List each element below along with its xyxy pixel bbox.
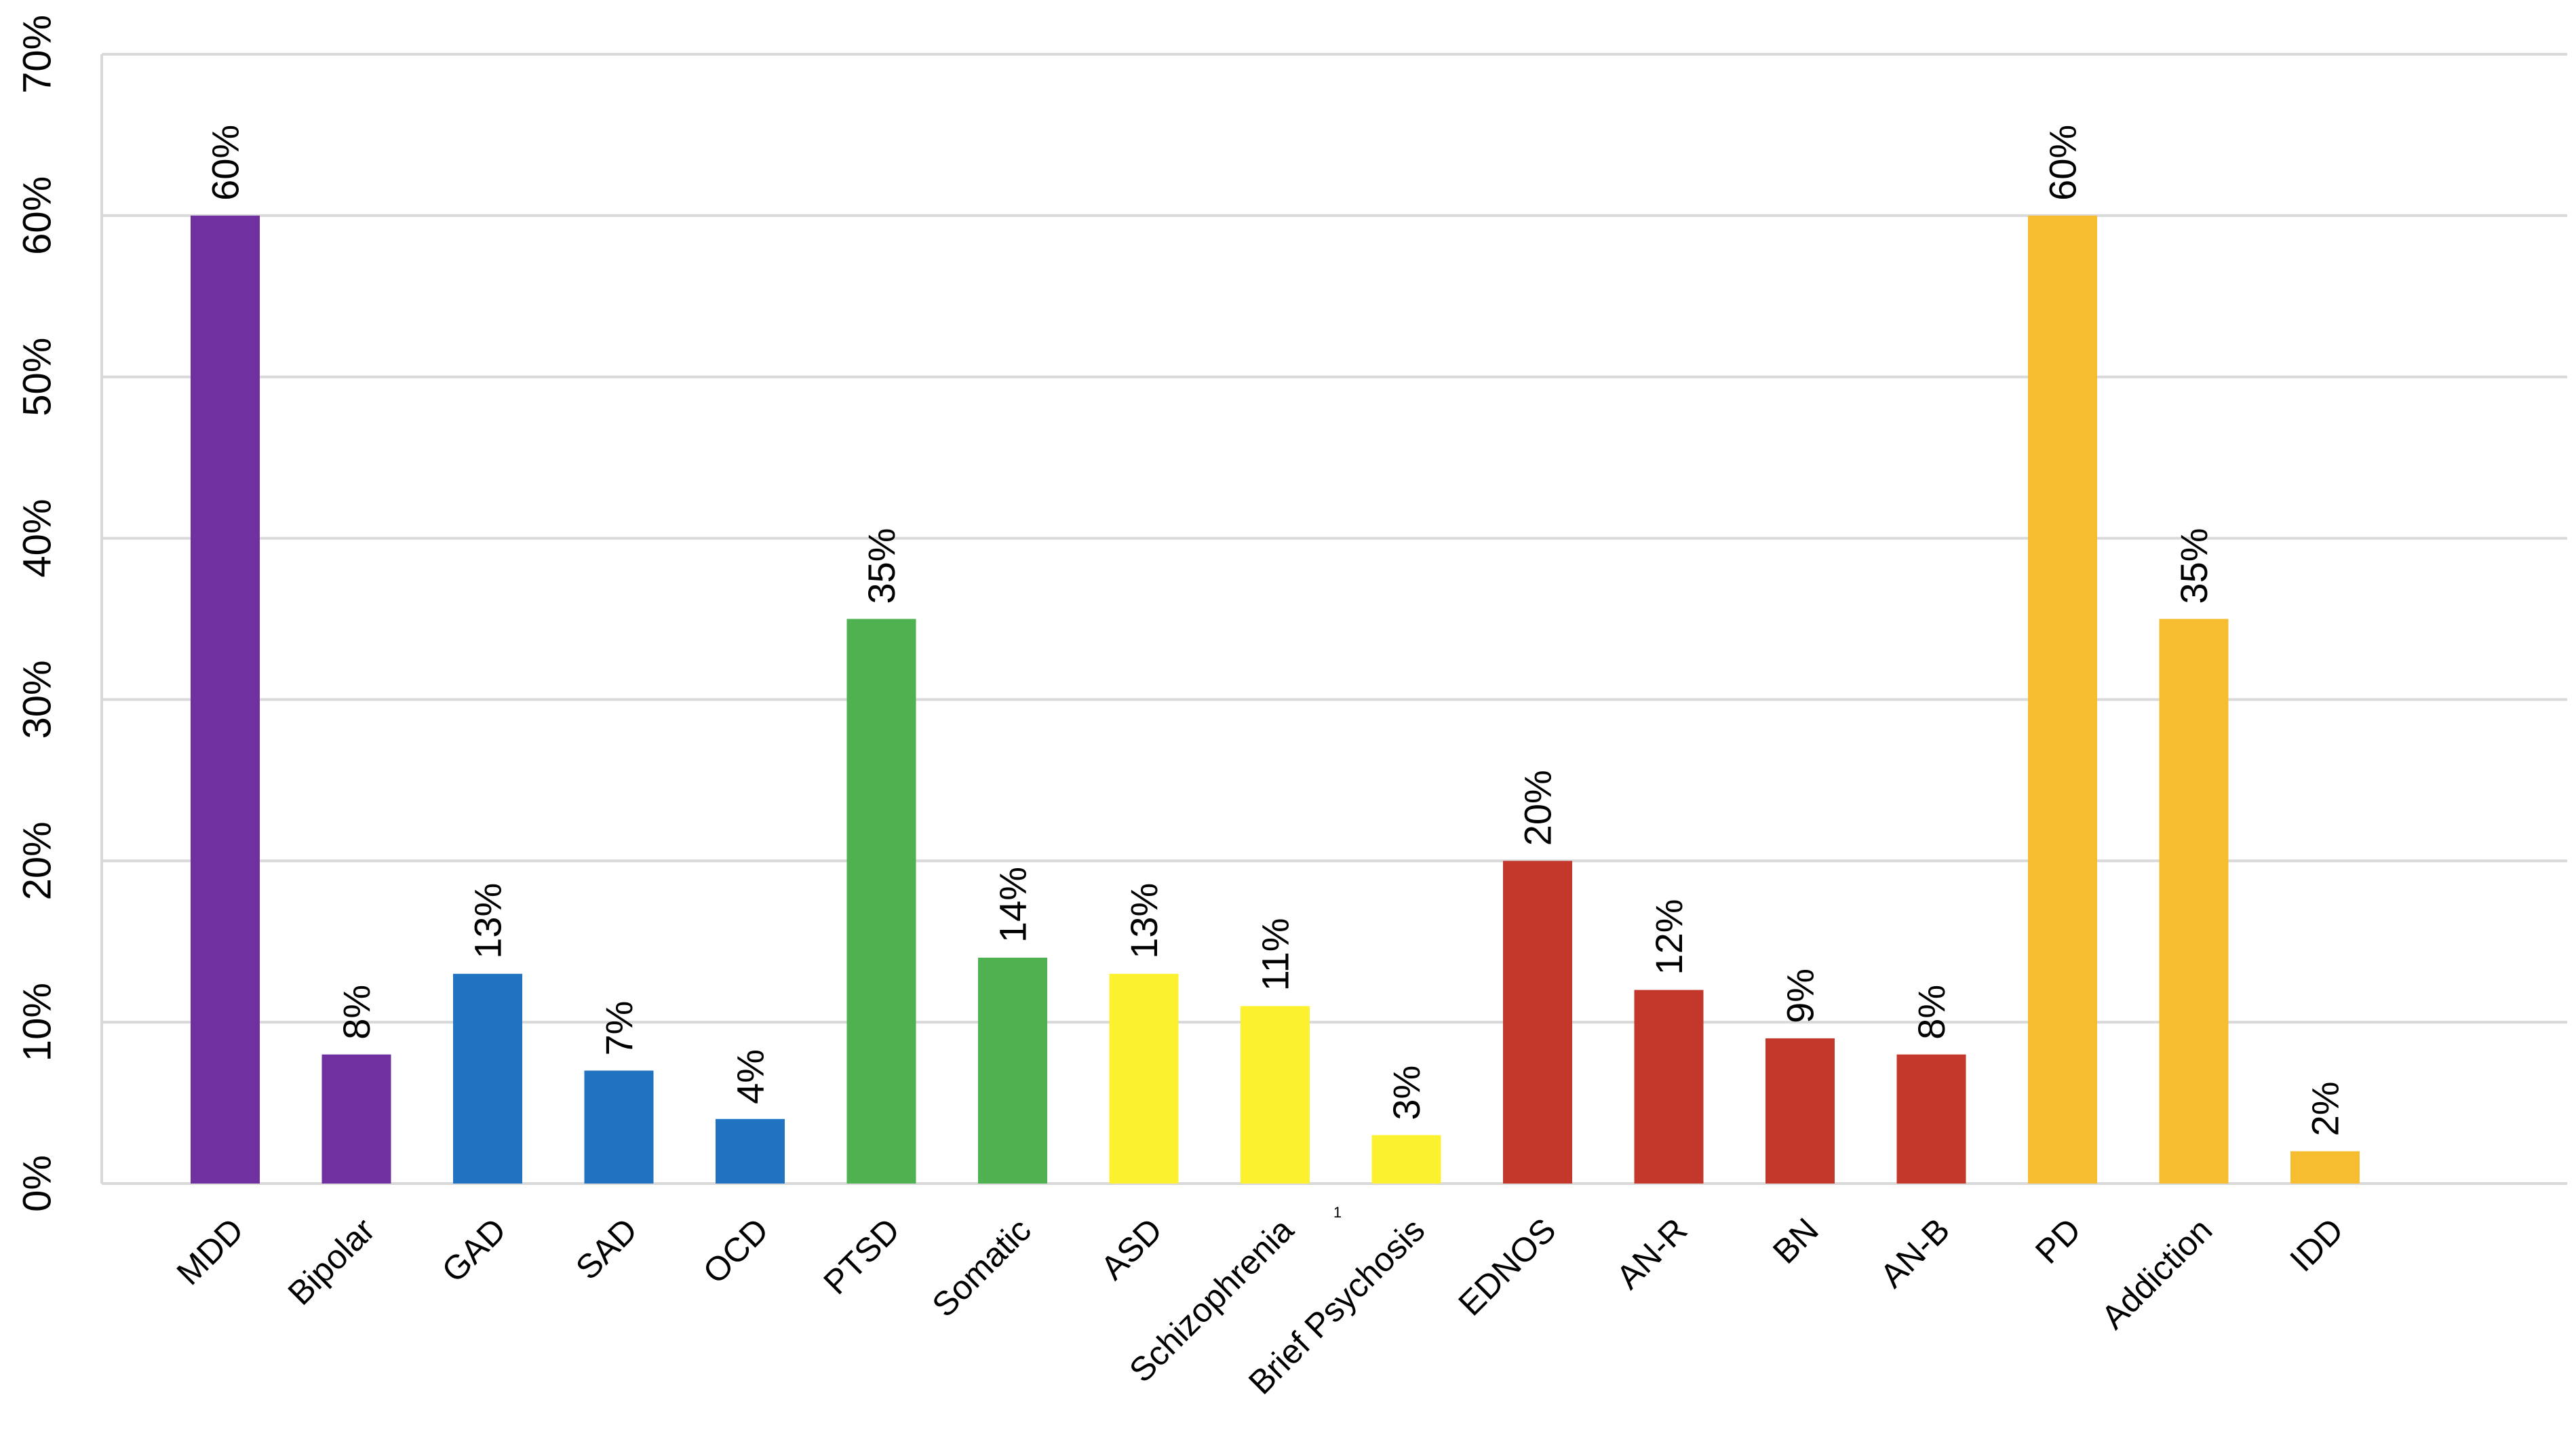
y-tick-label: 10% bbox=[16, 983, 60, 1061]
bar-bn bbox=[1765, 1038, 1835, 1184]
category-label: ASD bbox=[1093, 1211, 1169, 1287]
y-tick-label: 40% bbox=[16, 499, 60, 578]
y-tick-label: 70% bbox=[16, 15, 60, 94]
category-label: Somatic bbox=[924, 1211, 1038, 1324]
data-label: 35% bbox=[860, 528, 903, 604]
y-tick-label: 60% bbox=[16, 176, 60, 255]
category-label: BN bbox=[1765, 1211, 1826, 1271]
y-axis-ticks: 0% 10% 20% 30% 40% 50% 60% 70% bbox=[16, 15, 60, 1212]
category-label: PTSD bbox=[816, 1211, 907, 1302]
category-label: AN-R bbox=[1609, 1211, 1694, 1296]
data-label: 14% bbox=[992, 867, 1034, 943]
bar-an-b bbox=[1896, 1054, 1966, 1184]
bar-ptsd bbox=[846, 619, 916, 1184]
data-label: 8% bbox=[1910, 985, 1953, 1040]
bar-brief-psychosis bbox=[1371, 1135, 1441, 1184]
y-tick-label: 20% bbox=[16, 821, 60, 900]
data-label: 60% bbox=[204, 125, 247, 201]
category-label: GAD bbox=[435, 1211, 513, 1289]
data-label: 11% bbox=[1254, 918, 1297, 991]
category-label: SAD bbox=[568, 1211, 644, 1287]
y-tick-label: 30% bbox=[16, 660, 60, 739]
bars bbox=[191, 215, 2360, 1184]
y-tick-label: 0% bbox=[16, 1155, 60, 1212]
category-label: MDD bbox=[170, 1211, 251, 1292]
bar-somatic bbox=[978, 958, 1047, 1184]
data-label: 60% bbox=[2042, 125, 2084, 201]
category-labels: MDD Bipolar GAD SAD OCD PTSD Somatic ASDSchizop… bbox=[170, 1211, 2351, 1401]
bar-asd bbox=[1109, 973, 1179, 1184]
bar-ocd bbox=[716, 1118, 785, 1184]
data-label: 20% bbox=[1517, 770, 1559, 846]
category-label: Addiction bbox=[2094, 1211, 2219, 1336]
bar-mdd bbox=[191, 215, 260, 1184]
data-label: 8% bbox=[335, 985, 378, 1040]
category-label: AN-B bbox=[1873, 1211, 1957, 1295]
data-label: 13% bbox=[1123, 883, 1165, 959]
data-label: 13% bbox=[467, 883, 509, 959]
category-label: Bipolar bbox=[281, 1211, 383, 1312]
y-tick-label: 50% bbox=[16, 338, 60, 416]
category-label: PD bbox=[2028, 1211, 2088, 1271]
bar-idd bbox=[2290, 1151, 2360, 1184]
gridlines bbox=[100, 53, 2567, 1185]
bar-gad bbox=[453, 973, 522, 1184]
bar-sad bbox=[584, 1070, 654, 1184]
bar-bipolar bbox=[321, 1054, 391, 1184]
data-label: 7% bbox=[598, 1001, 640, 1056]
category-label: EDNOS bbox=[1451, 1211, 1563, 1323]
data-labels: 60% 8% 13% 7% 4% 35% 14% 13% 11% 3% 20% 12% 9% 8% 60% 3… bbox=[204, 125, 2347, 1137]
category-label: IDD bbox=[2282, 1211, 2350, 1278]
data-label: 4% bbox=[729, 1049, 772, 1104]
bar-pd bbox=[2028, 215, 2097, 1184]
bar-schizophrenia bbox=[1241, 1006, 1310, 1184]
chart-note: 1 bbox=[1333, 1204, 1342, 1221]
category-label: OCD bbox=[696, 1211, 776, 1291]
bar-ednos bbox=[1503, 861, 1572, 1184]
data-label: 35% bbox=[2172, 528, 2215, 604]
data-label: 3% bbox=[1385, 1066, 1428, 1120]
data-label: 12% bbox=[1647, 899, 1690, 975]
data-label: 9% bbox=[1779, 969, 1822, 1023]
bar-an-r bbox=[1634, 990, 1704, 1184]
bar-addiction bbox=[2159, 619, 2229, 1184]
data-label: 2% bbox=[2304, 1081, 2347, 1136]
